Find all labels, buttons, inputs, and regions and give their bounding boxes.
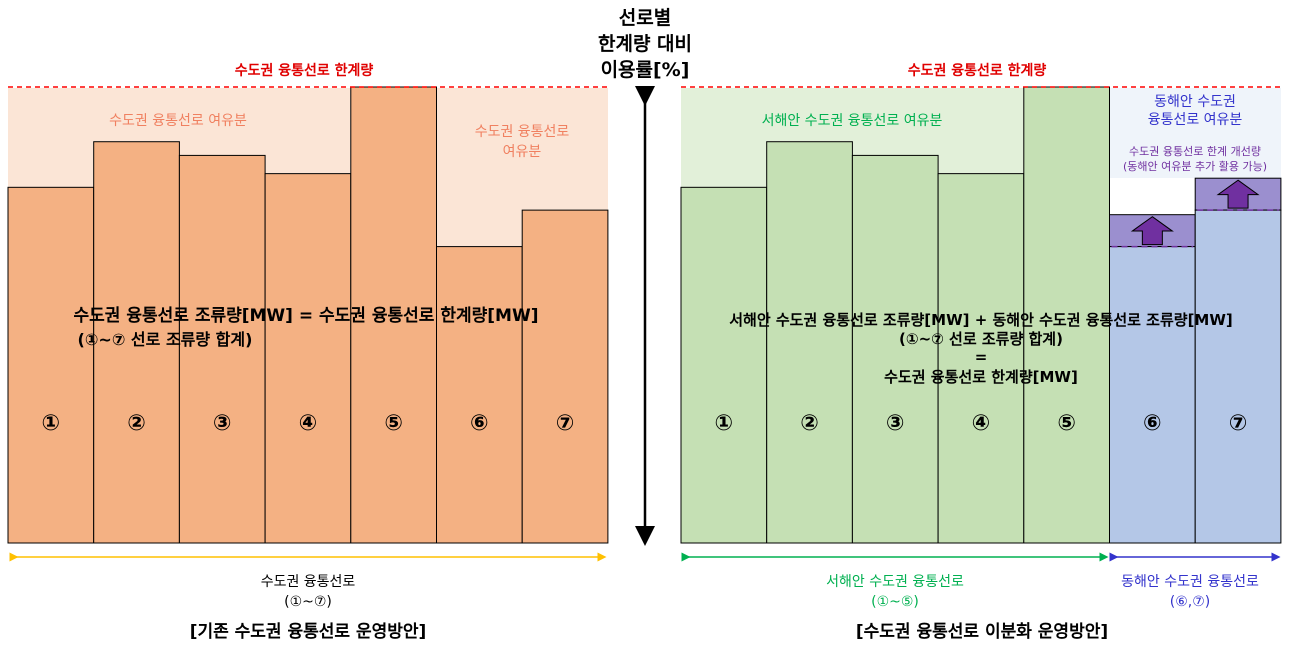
left-bar-label-4: ④ <box>299 411 318 436</box>
west-range-label-2: (①~⑤) <box>871 594 919 610</box>
right-bar-3 <box>851 154 939 544</box>
right-panel: ① ② ③ ④ ⑤ ⑥ ⑦ 수도권 융통선로 한계량 서해안 수도권 융통선로 여유분 동해… <box>680 63 1282 642</box>
right-bar-label-2: ② <box>800 411 819 436</box>
right-formula-line-2: (①~⑦ 선로 조류량 합계) <box>899 330 1063 348</box>
right-formula-line-4: 수도권 융통선로 한계량[MW] <box>884 368 1078 386</box>
left-bar-5 <box>350 86 437 544</box>
left-bar-label-5: ⑤ <box>384 411 403 436</box>
left-range-label-1: 수도권 융통선로 <box>261 574 356 590</box>
right-formula-line-1: 서해안 수도권 융통선로 조류량[MW] + 동해안 수도권 융통선로 조류량[… <box>729 311 1233 329</box>
left-formula-line-1: 수도권 융통선로 조류량[MW] = 수도권 융통선로 한계량[MW] <box>74 306 539 326</box>
right-formula-line-3: = <box>975 348 988 366</box>
east-range-label-1: 동해안 수도권 융통선로 <box>1121 574 1259 590</box>
left-bar-4 <box>264 173 352 544</box>
right-bar-label-4: ④ <box>972 411 991 436</box>
right-bar-label-3: ③ <box>886 411 905 436</box>
right-bar-label-6: ⑥ <box>1143 411 1162 436</box>
east-margin-region <box>1109 88 1281 178</box>
left-bar-label-3: ③ <box>213 411 232 436</box>
right-limit-label: 수도권 융통선로 한계량 <box>908 63 1047 79</box>
left-bar-label-1: ① <box>42 411 61 436</box>
left-bar-2 <box>93 141 180 544</box>
improvement-up-arrow-icon-7 <box>1216 179 1260 209</box>
left-bar-label-2: ② <box>127 411 146 436</box>
axis-title-line-1: 선로별 <box>619 7 671 29</box>
right-bar-5 <box>1023 86 1110 544</box>
left-bar-label-6: ⑥ <box>470 411 489 436</box>
right-bar-1 <box>680 186 768 544</box>
left-bars: ① ② ③ ④ ⑤ ⑥ ⑦ <box>7 86 609 544</box>
left-bar-7 <box>521 209 609 544</box>
left-margin-label-right-1: 수도권 융통선로 <box>475 124 570 140</box>
improvement-label-2: (동해안 여유분 추가 활용 가능) <box>1123 159 1267 173</box>
left-limit-label: 수도권 융통선로 한계량 <box>235 63 374 79</box>
right-caption: [수도권 융통선로 이분화 운영방안] <box>856 622 1108 642</box>
east-margin-label-1: 동해안 수도권 <box>1154 94 1236 110</box>
left-panel: ① ② ③ ④ ⑤ ⑥ ⑦ 수도권 융통선로 한계량 수도권 융통선로 여유분 수도권 융통… <box>7 63 609 642</box>
left-bar-label-7: ⑦ <box>556 411 575 436</box>
right-bar-4 <box>937 173 1025 544</box>
right-bars: ① ② ③ ④ ⑤ ⑥ ⑦ <box>680 86 1282 544</box>
east-margin-label-2: 융통선로 여유분 <box>1148 112 1243 128</box>
axis-title-line-3: 이용률[%] <box>601 59 690 81</box>
left-bar-3 <box>178 154 266 544</box>
left-range-label-2: (①~⑦) <box>284 594 332 610</box>
improvement-label-1: 수도권 융통선로 한계 개선량 <box>1129 145 1261 158</box>
right-bar-label-1: ① <box>715 411 734 436</box>
right-bar-7 <box>1194 209 1282 544</box>
center-axis: 선로별 한계량 대비 이용률[%] <box>598 7 692 546</box>
right-bar-2 <box>766 141 853 544</box>
improvement-up-arrow-icon-6 <box>1130 216 1174 246</box>
west-margin-label: 서해안 수도권 융통선로 여유분 <box>762 113 943 129</box>
left-bar-1 <box>7 186 95 544</box>
east-range-label-2: (⑥,⑦) <box>1170 594 1210 610</box>
left-caption: [기존 수도권 융통선로 운영방안] <box>190 622 427 642</box>
left-formula-line-2: (①~⑦ 선로 조류량 합계) <box>78 330 253 349</box>
right-bar-label-5: ⑤ <box>1057 411 1076 436</box>
left-margin-label: 수도권 융통선로 여유분 <box>109 113 247 129</box>
left-margin-label-right-2: 여유분 <box>503 144 542 160</box>
axis-title-line-2: 한계량 대비 <box>598 33 692 55</box>
right-bar-6 <box>1109 246 1196 544</box>
left-bar-6 <box>436 246 523 544</box>
west-range-label-1: 서해안 수도권 융통선로 <box>826 574 964 590</box>
right-bar-label-7: ⑦ <box>1229 411 1248 436</box>
